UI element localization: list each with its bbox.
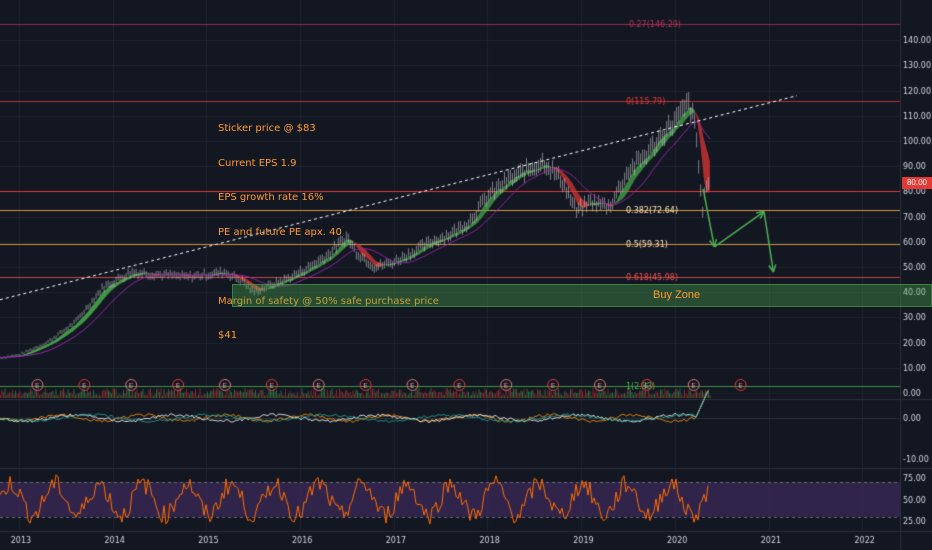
note-line: Margin of safety @ 50% safe purchase pri… [218,295,439,307]
note-line: Current EPS 1.9 [218,157,297,169]
note-line: Sticker price @ $83 [218,123,316,134]
note-line [218,261,439,273]
note-line: PE and future PE apx. 40 [218,226,342,238]
analysis-note: Sticker price @ $83 Current EPS 1.9 EPS … [218,100,439,353]
buy-zone-rectangle[interactable]: Buy Zone [232,284,932,307]
note-line: EPS growth rate 16% [218,192,324,203]
current-price-badge: 80.00 [902,177,932,189]
note-line: $41 [218,330,238,341]
buy-zone-label: Buy Zone [653,289,701,301]
